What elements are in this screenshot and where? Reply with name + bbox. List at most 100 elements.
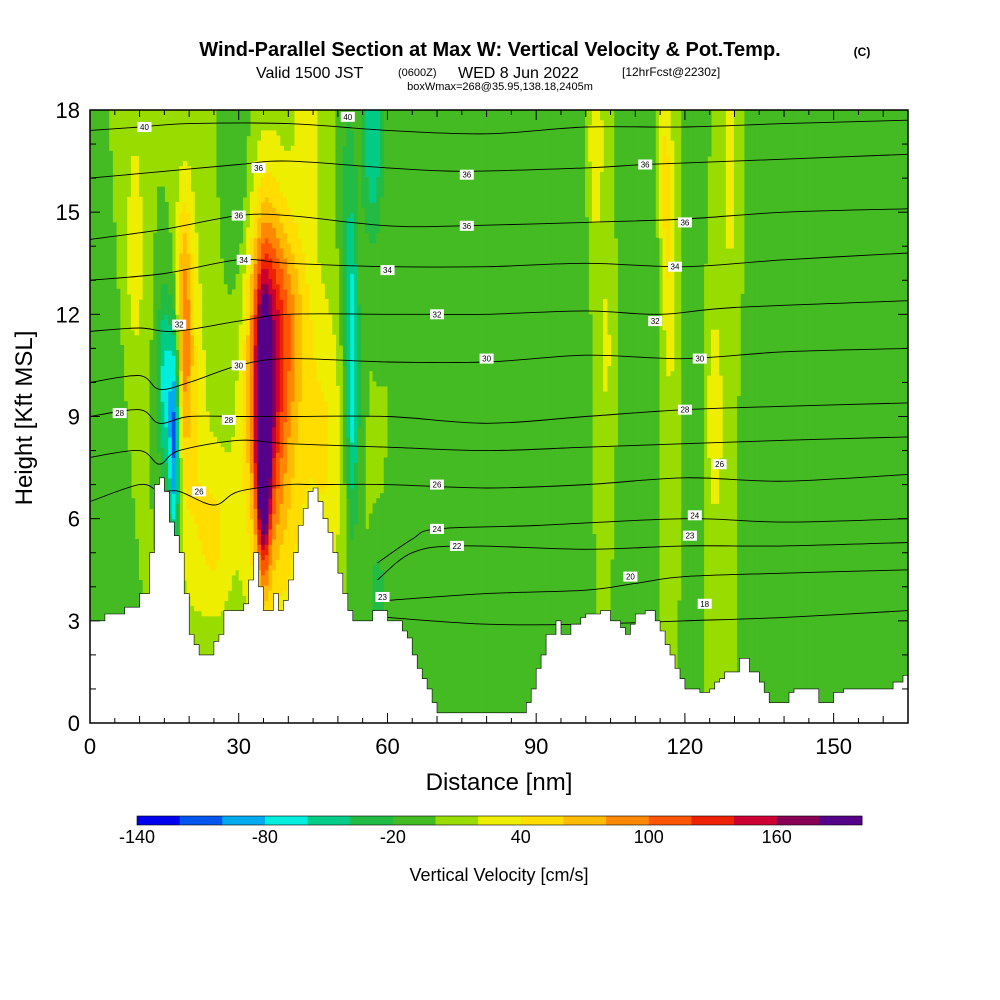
svg-text:26: 26 [715,460,724,469]
velocity-cell [398,110,403,723]
velocity-cell [179,212,184,254]
theta-contour-line [90,153,908,179]
velocity-cell [606,334,612,367]
velocity-cell [268,130,273,172]
velocity-cell [480,110,485,723]
velocity-cell [368,110,374,203]
velocity-cell [175,201,180,315]
velocity-cell [822,110,827,723]
velocity-cell [446,110,452,723]
velocity-cell [283,288,288,423]
velocity-cell [261,201,266,223]
velocity-cell [253,161,258,208]
colorbar-swatch [776,816,820,825]
velocity-cell [138,196,143,300]
velocity-cell [261,130,266,177]
velocity-cell [272,207,277,229]
velocity-cell [257,508,262,520]
velocity-cell [246,334,251,464]
velocity-cell [313,110,318,361]
velocity-cell [409,110,415,723]
velocity-cell [168,477,173,515]
velocity-cell [365,232,370,418]
velocity-cell [257,288,262,305]
velocity-cell [402,110,407,723]
velocity-cell [796,110,801,723]
svg-text:26: 26 [433,481,442,490]
velocity-cell [216,503,221,561]
velocity-cell [759,110,764,723]
velocity-cell [253,533,258,561]
velocity-cell [792,110,798,723]
svg-text:22: 22 [452,542,461,551]
svg-text:28: 28 [224,416,233,425]
svg-text:36: 36 [641,161,650,170]
velocity-cell [253,314,258,346]
velocity-cell [264,196,270,223]
velocity-cell [640,110,645,723]
svg-text:28: 28 [680,406,689,415]
velocity-cell [565,110,571,723]
colorbar-swatch [350,816,394,825]
velocity-cell [264,268,270,285]
velocity-cell [625,110,630,723]
velocity-cell [290,293,296,402]
colorbar-tick-label: -140 [119,827,155,847]
velocity-cell [595,110,600,223]
velocity-cell [837,110,842,723]
velocity-cell [662,135,667,229]
velocity-cell [257,186,262,218]
theta-contour-label: 24 [687,510,702,521]
velocity-cell [800,110,805,723]
x-tick-label: 0 [84,734,96,759]
y-tick-label: 15 [56,200,80,225]
velocity-cell [777,110,783,723]
velocity-cell [253,263,258,290]
colorbar-swatch [648,816,692,825]
velocity-cell [272,457,277,489]
velocity-cell [261,293,266,535]
velocity-cell [710,329,716,504]
theta-contour-label: 22 [449,540,464,551]
velocity-cell [718,375,723,458]
velocity-cell [432,110,437,723]
velocity-cell [268,513,273,530]
velocity-cell [246,227,251,280]
velocity-cell [688,110,693,723]
velocity-cell [249,191,255,239]
colorbar-swatch [734,816,778,825]
colorbar-tick-label: -80 [252,827,278,847]
chart-title: Wind-Parallel Section at Max W: Vertical… [199,39,780,61]
subtitle-utc: (0600Z) [398,67,437,79]
velocity-cell [815,110,820,723]
velocity-cell [357,304,363,428]
velocity-cell [171,355,177,382]
velocity-cell [279,411,284,458]
velocity-cell [253,288,258,315]
velocity-cell [458,110,463,723]
velocity-cell [889,110,894,723]
velocity-cell [186,375,191,438]
velocity-cell [495,110,500,723]
velocity-cell [294,268,299,443]
velocity-cell [279,145,284,193]
velocity-cell [253,237,258,264]
theta-contour-label: 30 [692,353,707,364]
velocity-cell [272,488,277,515]
velocity-cell [528,110,534,723]
velocity-cell [740,293,745,723]
velocity-cell [867,110,872,723]
velocity-cell [186,436,191,510]
svg-text:28: 28 [115,409,124,418]
velocity-cell [275,135,281,183]
theta-contour-label: 26 [192,486,207,497]
velocity-cell [424,110,429,723]
velocity-cell [826,110,831,723]
velocity-cell [186,508,191,596]
colorbar-swatch [691,816,735,825]
y-tick-label: 6 [68,507,80,532]
velocity-cell [257,528,262,545]
velocity-cell [182,161,188,203]
velocity-cell [614,447,619,723]
velocity-cell [268,477,273,499]
